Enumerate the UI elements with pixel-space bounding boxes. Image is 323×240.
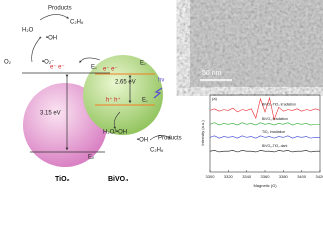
label: 3.15 eV	[40, 111, 61, 117]
epr-chart: (a) Magnetic (G) Intensity (a.u.) 3300 33…	[200, 94, 323, 188]
micrograph: 50 nm	[190, 0, 323, 87]
arrow	[79, 57, 101, 63]
x-tick-label: 3320	[224, 174, 234, 179]
label: O₂	[4, 60, 12, 66]
label: Eᵥ	[88, 155, 94, 161]
x-axis-label: Magnetic (G)	[253, 183, 277, 188]
tem-image	[190, 0, 323, 87]
arrow	[31, 36, 42, 63]
label: •OH	[46, 36, 57, 42]
x-tick-label: 3360	[261, 174, 271, 179]
label: H₂O/•OH	[103, 130, 127, 136]
y-axis-label: Intensity (a.u.)	[200, 120, 205, 146]
label: 2.65 eV	[115, 80, 136, 86]
legend-label: BiVO₄-TiO₂ dark	[262, 144, 288, 148]
x-tick-label: 3340	[242, 174, 252, 179]
label: E꜀	[142, 98, 148, 104]
arrow	[149, 135, 172, 141]
label: H₂O	[22, 28, 34, 34]
legend-label: BiVO₄-TiO₂ irradiation	[262, 102, 296, 106]
label: Products	[158, 136, 182, 142]
scale-label: 50 nm	[202, 70, 222, 77]
label: •OH	[137, 138, 148, 144]
label: E꜀	[140, 61, 146, 67]
label: E꜀	[91, 65, 97, 71]
label: h⁺ h⁺	[106, 97, 121, 104]
x-tick-label: 3400	[297, 174, 307, 179]
label: Products	[48, 6, 72, 12]
x-tick-label: 3300	[206, 174, 216, 179]
diagram: Products C₂H₆ H₂O •OH O₂ •O₂⁻ e⁻ e⁻ E꜀ 3…	[4, 6, 182, 183]
label: e⁻ e⁻	[50, 65, 65, 71]
label: •O₂⁻	[42, 60, 54, 66]
x-tick-label: 3420	[316, 174, 323, 179]
panel-label: (a)	[212, 96, 218, 101]
series-line	[209, 122, 320, 126]
series-line	[209, 135, 320, 139]
arrow	[39, 14, 70, 21]
legend-label: TiO₂ irradiation	[262, 130, 285, 134]
bivo4-sphere	[83, 55, 163, 135]
legend-label: BiVO₄ irradiation	[262, 117, 288, 121]
label: hν	[158, 78, 164, 84]
label: TiO₂	[55, 176, 70, 183]
label: C₂H₆	[150, 148, 164, 154]
label: C₂H₆	[70, 20, 84, 26]
light-bolt	[153, 87, 163, 99]
series-line	[209, 96, 321, 121]
label: e⁻ e⁻	[103, 67, 118, 73]
series-line	[209, 150, 320, 153]
tem-tint	[190, 0, 323, 87]
arrow	[113, 111, 121, 130]
figure: Products C₂H₆ H₂O •OH O₂ •O₂⁻ e⁻ e⁻ E꜀ 3…	[4, 0, 323, 188]
x-tick-label: 3380	[279, 174, 289, 179]
label: BiVO₄	[108, 176, 128, 183]
